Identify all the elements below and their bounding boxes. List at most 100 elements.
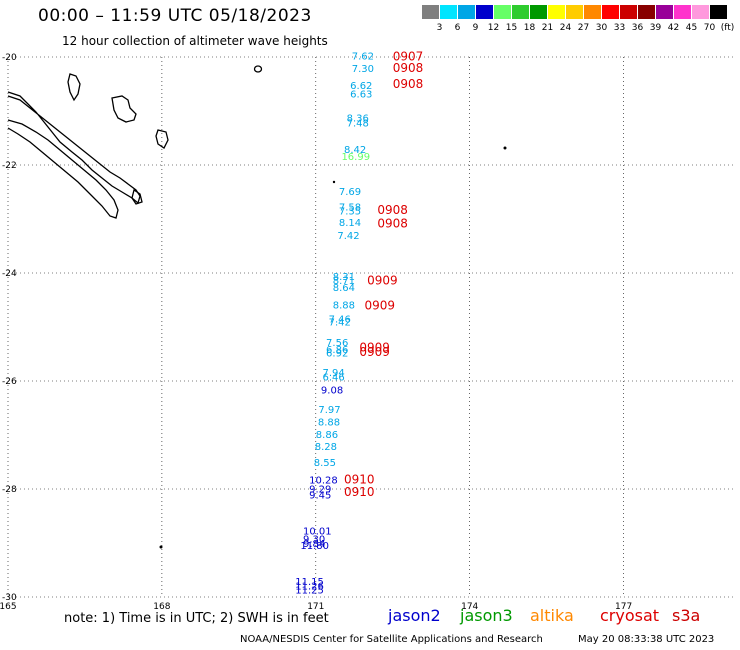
wave-height-label: 6.92 <box>326 348 348 359</box>
wave-height-label: 8.88 <box>318 418 340 429</box>
legend-swatch <box>548 5 565 19</box>
legend-label: 70 <box>703 23 716 33</box>
wave-height-label: 7.58 <box>339 203 361 214</box>
legend-label: 36 <box>631 23 644 33</box>
pass-time-label: 0908 <box>377 203 408 217</box>
pass-time-label: 0908 <box>393 61 424 75</box>
legend-label: 18 <box>523 23 536 33</box>
legend-swatch <box>710 5 727 19</box>
legend-swatch <box>584 5 601 19</box>
island-dot <box>332 180 336 184</box>
lat-tick-label: -20 <box>2 53 17 63</box>
legend-swatch <box>656 5 673 19</box>
wave-height-label: 8.88 <box>333 300 355 311</box>
pass-time-label: 0907 <box>393 49 424 63</box>
legend-swatch <box>476 5 493 19</box>
wave-height-label: 6.86 <box>326 345 348 356</box>
island-outline <box>111 95 137 123</box>
wave-height-label: 8.71 <box>333 276 355 287</box>
pass-time-label: 0909 <box>367 274 398 288</box>
lon-tick-label: 165 <box>0 602 17 612</box>
mission-label-jason2: jason2 <box>388 606 441 625</box>
wave-height-label: 8.86 <box>316 430 338 441</box>
wave-height-label: 9.29 <box>309 484 331 495</box>
small-islands <box>159 146 507 549</box>
mission-label-cryosat: cryosat <box>600 606 660 625</box>
island-outline <box>155 129 169 149</box>
legend-swatch <box>566 5 583 19</box>
legend-label: 3 <box>436 23 443 33</box>
pass-time-label: 0909 <box>365 298 396 312</box>
lat-tick-label: -28 <box>2 485 17 495</box>
pass-time-label: 0910 <box>344 485 375 499</box>
legend-swatch <box>458 5 475 19</box>
legend-swatch <box>494 5 511 19</box>
legend-swatch <box>422 5 439 19</box>
legend-label: 42 <box>667 23 680 33</box>
legend-swatch <box>512 5 529 19</box>
wave-height-label: 8.36 <box>347 113 369 124</box>
new-caledonia-inner-outline <box>7 119 119 219</box>
pass-time-label: 0909 <box>359 345 390 359</box>
legend-swatch <box>530 5 547 19</box>
wave-height-label: 8.31 <box>333 272 355 283</box>
page-title: 00:00 – 11:59 UTC 05/18/2023 <box>38 6 312 26</box>
wave-height-label: 10.01 <box>303 527 332 538</box>
island-outline <box>131 188 143 205</box>
wave-height-label: 8.64 <box>333 283 355 294</box>
legend-swatch <box>674 5 691 19</box>
footnote: note: 1) Time is in UTC; 2) SWH is in fe… <box>64 611 329 626</box>
island-outline <box>253 65 263 73</box>
wave-height-label: 11.25 <box>295 585 324 596</box>
legend-swatch <box>638 5 655 19</box>
wave-height-label: 11.26 <box>295 582 324 593</box>
mission-label-altika: altika <box>530 606 574 625</box>
legend-label: 33 <box>613 23 626 33</box>
pass-time-label: 0909 <box>359 341 390 355</box>
lat-tick-label: -26 <box>2 377 17 387</box>
coastline <box>7 65 263 219</box>
wave-height-label: 7.48 <box>347 118 369 129</box>
legend-swatch <box>440 5 457 19</box>
wave-height-label: 7.30 <box>352 64 374 75</box>
wave-height-label: 9.30 <box>303 535 325 546</box>
legend-swatch <box>620 5 637 19</box>
pass-time-label: 0910 <box>344 472 375 486</box>
wave-height-label: 7.62 <box>352 51 374 62</box>
legend-label: 45 <box>685 23 698 33</box>
wave-height-label: 8.55 <box>314 458 336 469</box>
lat-tick-label: -30 <box>2 593 17 603</box>
lat-tick-label: -22 <box>2 161 17 171</box>
mission-label-s3a: s3a <box>672 606 701 625</box>
legend-label: 39 <box>649 23 662 33</box>
color-legend: 3 6 9 12 15 18 21 24 27 30 33 36 39 42 45 70 (ft) <box>422 5 734 37</box>
wave-height-label: 9.08 <box>321 386 343 397</box>
wave-height-label: 6.63 <box>350 90 372 101</box>
wave-height-label: 16.99 <box>341 152 370 163</box>
legend-label: (ft) <box>720 23 735 33</box>
wave-height-label: 11.80 <box>300 541 329 552</box>
wave-height-label: 7.56 <box>326 338 348 349</box>
page-subtitle: 12 hour collection of altimeter wave hei… <box>62 34 328 48</box>
wave-height-label: 7.42 <box>337 231 359 242</box>
mission-label-jason3: jason3 <box>460 606 513 625</box>
wave-height-label: 7.35 <box>339 206 361 217</box>
wave-height-label: 6.46 <box>322 373 344 384</box>
wave-height-label: 8.14 <box>339 218 361 229</box>
legend-swatch <box>692 5 709 19</box>
wave-height-label: 7.94 <box>322 368 344 379</box>
wave-height-label: 6.62 <box>350 81 372 92</box>
legend-label: 6 <box>454 23 461 33</box>
new-caledonia-outline <box>7 91 141 205</box>
lon-tick-label: 174 <box>461 602 478 612</box>
wave-height-label: 7.46 <box>329 314 351 325</box>
island-dot <box>503 146 507 150</box>
island-outline <box>67 73 81 102</box>
wave-height-label: 8.28 <box>315 442 337 453</box>
wave-height-label: 10.28 <box>309 475 338 486</box>
legend-label: 12 <box>487 23 500 33</box>
legend-swatch <box>602 5 619 19</box>
